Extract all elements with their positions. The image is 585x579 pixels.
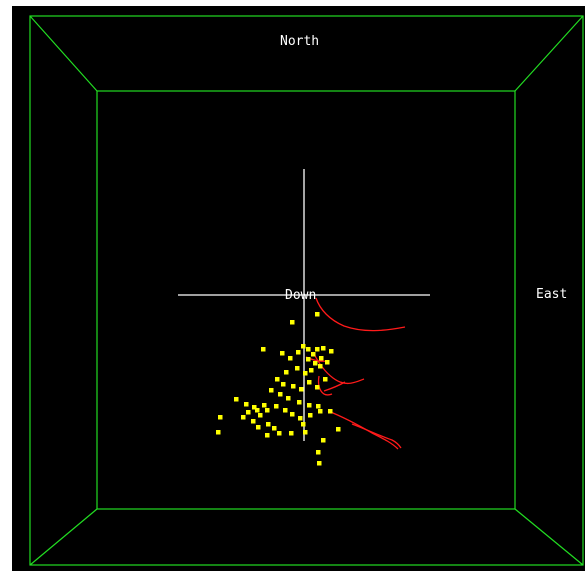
event-marker xyxy=(277,431,282,436)
event-marker xyxy=(308,413,313,418)
event-marker xyxy=(329,349,334,354)
event-marker xyxy=(262,403,267,408)
event-marker xyxy=(307,403,312,408)
event-marker xyxy=(266,422,271,427)
event-marker xyxy=(244,402,249,407)
event-marker xyxy=(265,433,270,438)
event-marker xyxy=(234,397,239,402)
event-marker xyxy=(318,364,323,369)
event-marker xyxy=(284,370,289,375)
event-marker xyxy=(317,461,322,466)
red-trace-7 xyxy=(324,382,345,391)
event-marker xyxy=(315,347,320,352)
event-marker xyxy=(255,408,260,413)
event-marker xyxy=(299,387,304,392)
event-marker xyxy=(241,415,246,420)
frame-corner-edge-3 xyxy=(30,509,97,565)
3d-viewport[interactable]: North East Down xyxy=(12,6,585,571)
down-label: Down xyxy=(285,289,316,303)
event-marker xyxy=(291,384,296,389)
event-marker xyxy=(272,426,277,431)
event-marker xyxy=(301,422,306,427)
red-trace-1 xyxy=(316,298,405,331)
event-marker xyxy=(309,368,314,373)
event-marker xyxy=(336,427,341,432)
yellow-event-markers xyxy=(216,312,341,466)
event-marker xyxy=(275,377,280,382)
center-axes xyxy=(178,169,430,441)
event-marker xyxy=(269,388,274,393)
event-marker xyxy=(289,431,294,436)
event-marker xyxy=(265,408,270,413)
event-marker xyxy=(315,312,320,317)
event-marker xyxy=(296,350,301,355)
event-marker xyxy=(216,430,221,435)
east-label: East xyxy=(536,288,567,302)
event-marker xyxy=(301,344,306,349)
event-marker xyxy=(261,347,266,352)
frame-corner-edge-2 xyxy=(515,16,583,91)
event-marker xyxy=(274,404,279,409)
event-marker xyxy=(306,357,311,362)
event-marker xyxy=(278,392,283,397)
event-marker xyxy=(290,412,295,417)
event-marker xyxy=(323,377,328,382)
event-marker xyxy=(258,413,263,418)
frame-corner-edge-4 xyxy=(515,509,583,565)
event-marker xyxy=(311,352,316,357)
event-marker xyxy=(251,419,256,424)
red-traces xyxy=(306,298,405,449)
event-marker xyxy=(298,416,303,421)
event-marker xyxy=(280,351,285,356)
event-marker xyxy=(316,404,321,409)
event-marker xyxy=(218,415,223,420)
event-marker xyxy=(307,380,312,385)
north-label: North xyxy=(280,35,319,49)
event-marker xyxy=(283,408,288,413)
event-marker xyxy=(319,356,324,361)
event-marker xyxy=(290,320,295,325)
event-marker xyxy=(297,400,302,405)
event-marker xyxy=(325,360,330,365)
frame-corner-edge-1 xyxy=(30,16,97,91)
event-marker xyxy=(286,396,291,401)
event-marker xyxy=(328,409,333,414)
event-marker xyxy=(321,438,326,443)
event-marker xyxy=(281,382,286,387)
event-marker xyxy=(321,346,326,351)
event-marker xyxy=(306,347,311,352)
event-marker xyxy=(313,361,318,366)
event-marker xyxy=(315,385,320,390)
event-marker xyxy=(303,430,308,435)
event-marker xyxy=(246,410,251,415)
event-marker xyxy=(316,450,321,455)
event-marker xyxy=(288,356,293,361)
event-marker xyxy=(256,425,261,430)
event-marker xyxy=(295,366,300,371)
event-marker xyxy=(318,409,323,414)
event-marker xyxy=(303,371,308,376)
